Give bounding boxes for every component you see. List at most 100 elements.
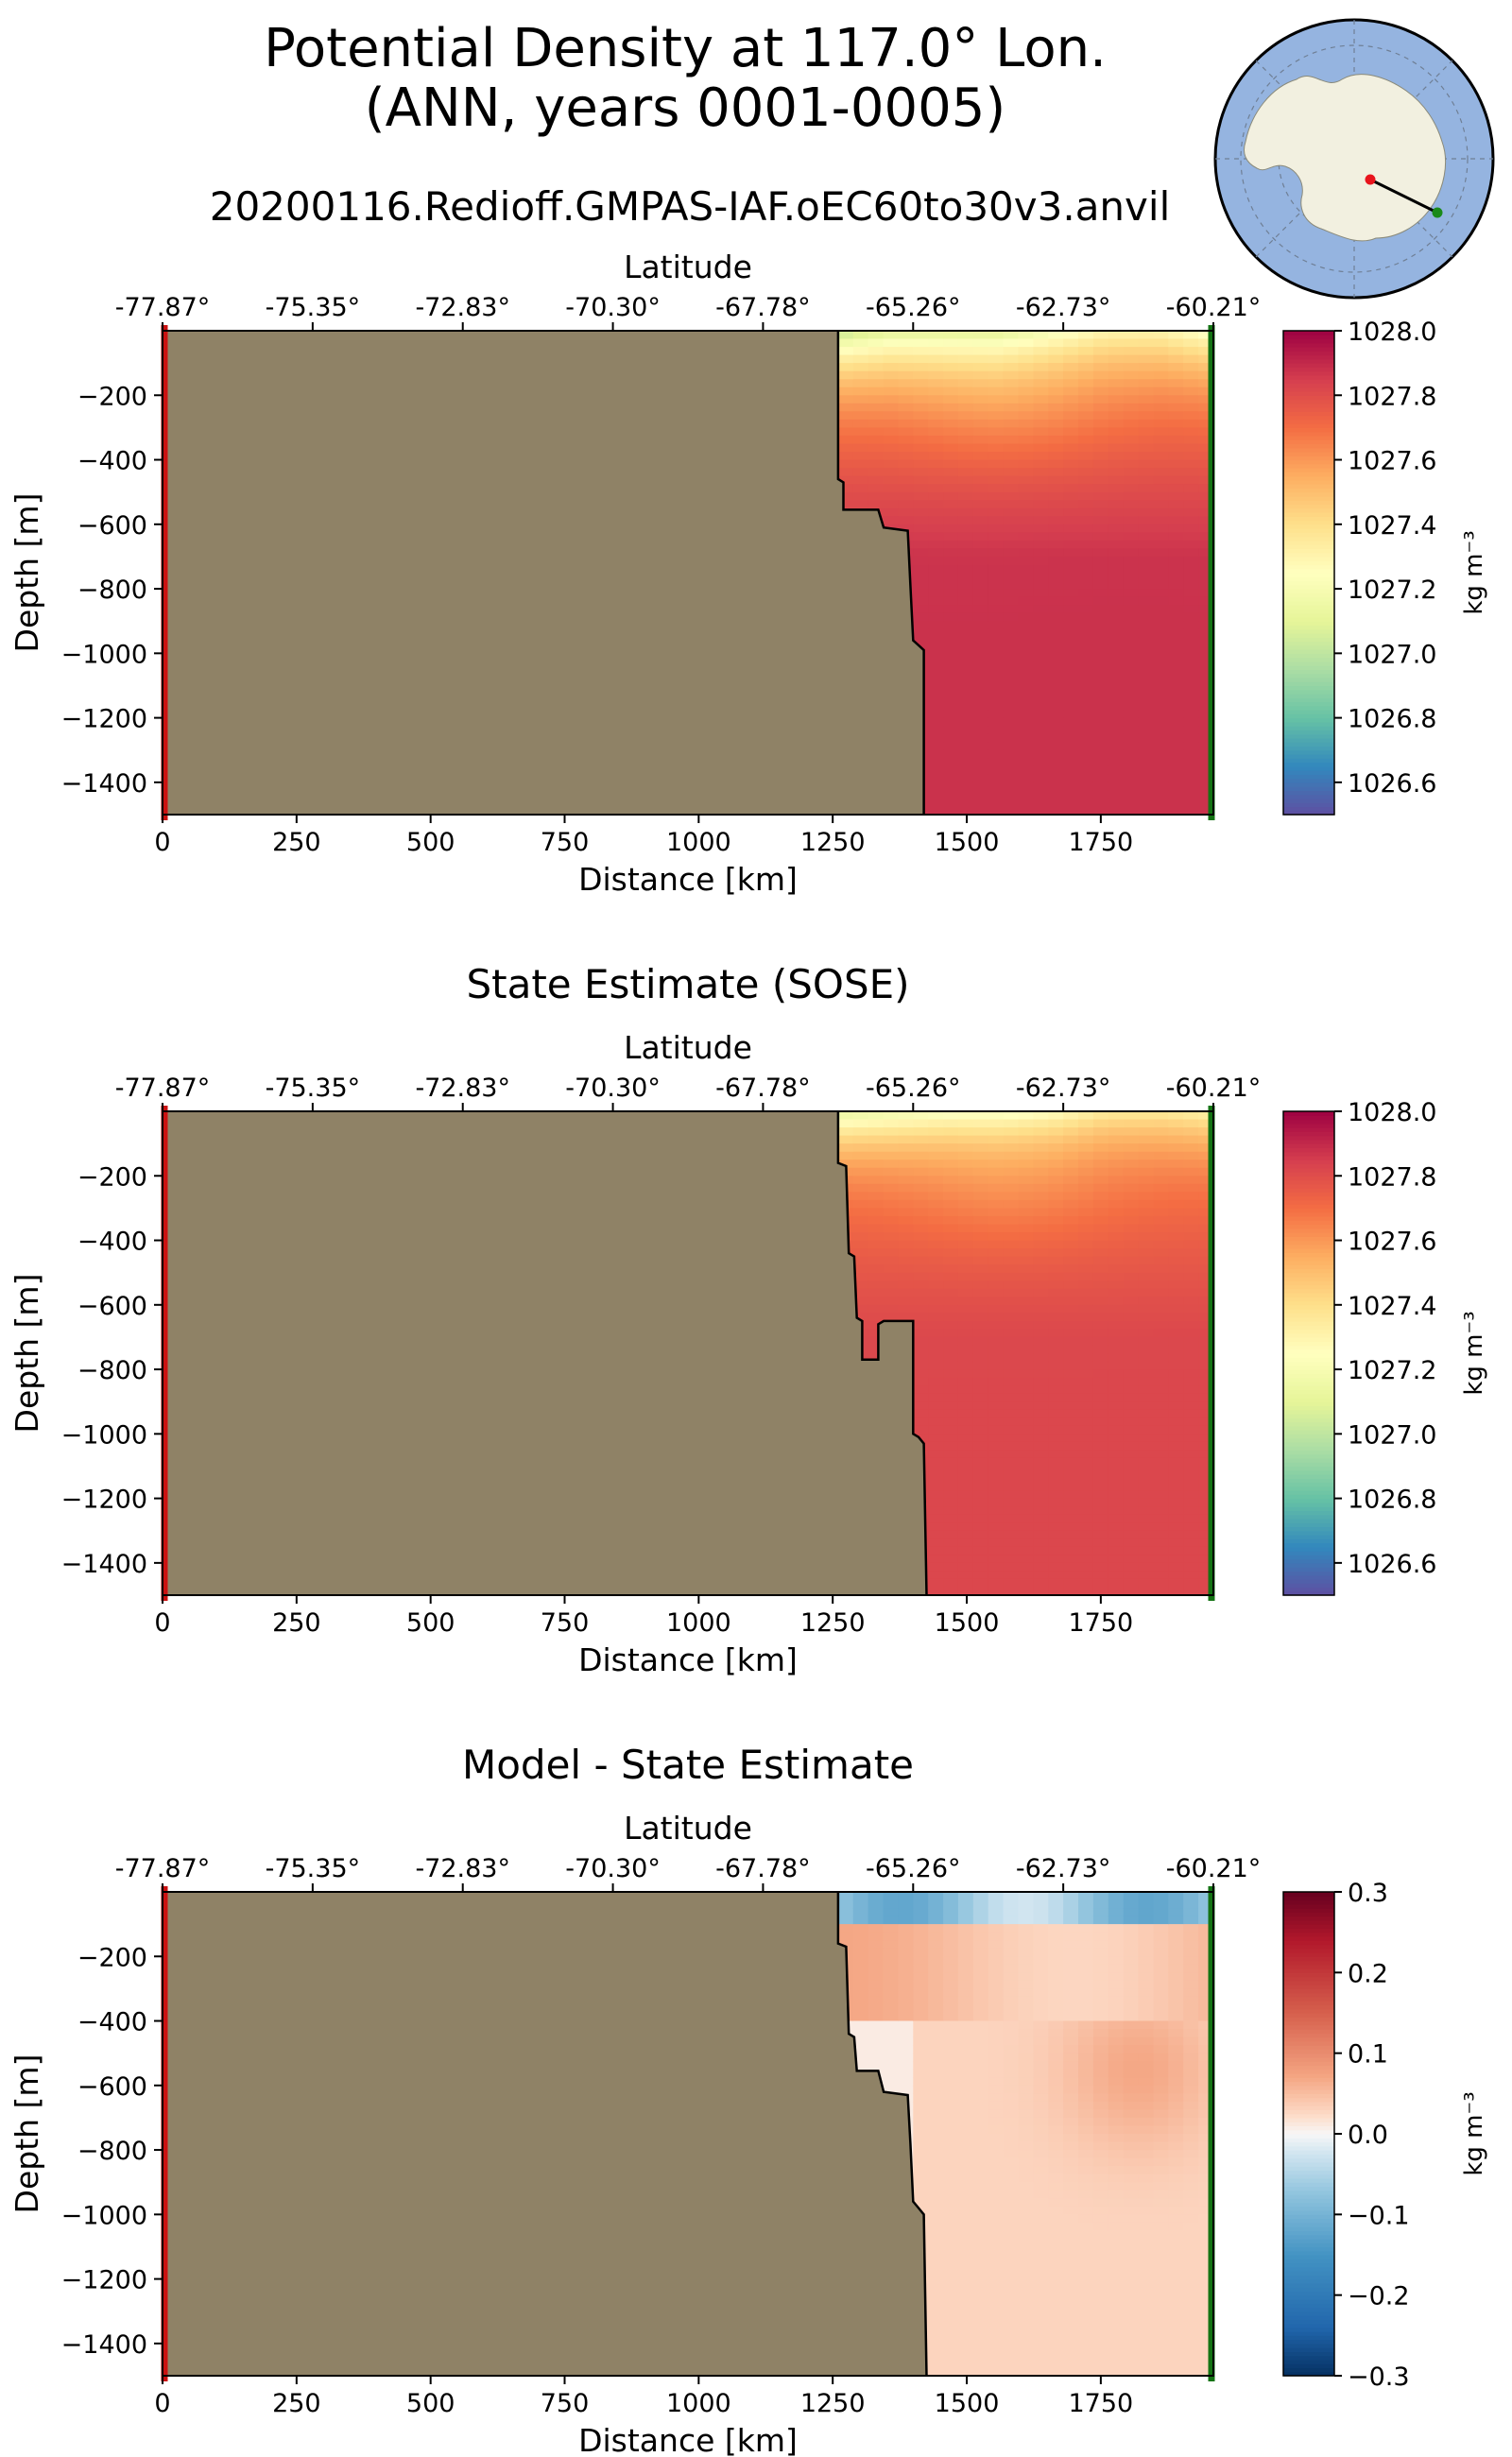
heatmap-cell bbox=[1108, 1948, 1125, 1957]
heatmap-cell bbox=[1063, 1988, 1079, 1998]
heatmap-cell bbox=[1153, 1899, 1169, 1909]
heatmap-cell bbox=[868, 443, 885, 453]
heatmap-cell bbox=[1108, 1232, 1125, 1242]
heatmap-cell bbox=[1123, 2255, 1140, 2264]
panel-sose: State Estimate (SOSE)0 250 500 750 1000 1250 1… bbox=[9, 961, 1488, 1678]
heatmap-cell bbox=[1063, 677, 1079, 686]
heatmap-cell bbox=[1003, 628, 1020, 638]
heatmap-cell bbox=[1138, 1224, 1155, 1233]
colorbar-segment bbox=[1283, 403, 1334, 408]
heatmap-cell bbox=[883, 1208, 899, 1217]
heatmap-cell bbox=[1048, 733, 1064, 743]
heatmap-cell bbox=[1063, 1336, 1079, 1346]
heatmap-cell bbox=[1048, 1240, 1064, 1249]
heatmap-cell bbox=[972, 798, 989, 807]
colorbar-segment bbox=[1283, 1361, 1334, 1366]
heatmap-cell bbox=[1168, 1546, 1184, 1555]
heatmap-cell bbox=[1138, 612, 1155, 622]
heatmap-cell bbox=[913, 1313, 929, 1322]
heatmap-cell bbox=[928, 1940, 944, 1950]
heatmap-cell bbox=[1183, 2045, 1199, 2054]
heatmap-cell bbox=[988, 1151, 1005, 1160]
heatmap-cell bbox=[1033, 2367, 1049, 2377]
heatmap-cell bbox=[1198, 1972, 1214, 1982]
heatmap-cell bbox=[1003, 1297, 1020, 1306]
heatmap-cell bbox=[868, 1336, 885, 1346]
heatmap-cell bbox=[898, 1111, 914, 1121]
heatmap-cell bbox=[1063, 2327, 1079, 2336]
locator-map bbox=[1213, 18, 1495, 300]
heatmap-cell bbox=[1018, 1948, 1034, 1957]
heatmap-cell bbox=[1018, 2141, 1034, 2151]
heatmap-cell bbox=[1183, 484, 1199, 493]
y-tick-label: −600 bbox=[77, 2072, 147, 2102]
colorbar-segment bbox=[1283, 770, 1334, 775]
heatmap-cell bbox=[957, 1972, 974, 1982]
heatmap-cell bbox=[852, 1248, 869, 1258]
heatmap-cell bbox=[1123, 782, 1140, 791]
heatmap-cell bbox=[1138, 2045, 1155, 2054]
heatmap-cell bbox=[1108, 2367, 1125, 2377]
heatmap-cell bbox=[957, 1441, 974, 1451]
heatmap-cell bbox=[1198, 790, 1214, 799]
heatmap-cell bbox=[1198, 612, 1214, 622]
heatmap-cell bbox=[1092, 2077, 1109, 2087]
colorbar-segment bbox=[1283, 798, 1334, 803]
heatmap-cell bbox=[1063, 2157, 1079, 2167]
heatmap-cell bbox=[943, 765, 959, 775]
heatmap-cell bbox=[1153, 1272, 1169, 1281]
heatmap-cell bbox=[1078, 1450, 1094, 1459]
heatmap-cell bbox=[1078, 1482, 1094, 1491]
heatmap-cell bbox=[1018, 1377, 1034, 1386]
heatmap-cell bbox=[1018, 1208, 1034, 1217]
heatmap-cell bbox=[1123, 1498, 1140, 1507]
heatmap-cell bbox=[1198, 1587, 1214, 1596]
heatmap-cell bbox=[943, 1571, 959, 1580]
heatmap-cell bbox=[972, 1248, 989, 1258]
heatmap-cell bbox=[1033, 1587, 1049, 1596]
heatmap-cell bbox=[1018, 742, 1034, 751]
heatmap-cell bbox=[928, 2117, 944, 2126]
heatmap-cell bbox=[1198, 2367, 1214, 2377]
heatmap-cell bbox=[1168, 2359, 1184, 2368]
heatmap-cell bbox=[1138, 573, 1155, 582]
heatmap-cell bbox=[957, 1119, 974, 1128]
heatmap-cell bbox=[913, 1151, 929, 1160]
heatmap-cell bbox=[1183, 1119, 1199, 1128]
heatmap-cell bbox=[972, 2351, 989, 2361]
heatmap-cell bbox=[928, 2359, 944, 2368]
heatmap-cell bbox=[1092, 2174, 1109, 2183]
heatmap-cell bbox=[1048, 628, 1064, 638]
heatmap-cell bbox=[1018, 1924, 1034, 1933]
heatmap-cell bbox=[1063, 548, 1079, 558]
heatmap-cell bbox=[1033, 2077, 1049, 2087]
heatmap-cell bbox=[913, 2166, 929, 2175]
colorbar-segment bbox=[1283, 685, 1334, 691]
heatmap-cell bbox=[972, 1345, 989, 1354]
heatmap-cell bbox=[928, 1892, 944, 1901]
heatmap-cell bbox=[988, 1135, 1005, 1144]
heatmap-cell bbox=[1198, 798, 1214, 807]
heatmap-cell bbox=[1168, 685, 1184, 695]
heatmap-cell bbox=[1183, 1964, 1199, 1973]
heatmap-cell bbox=[988, 524, 1005, 533]
colorbar-segment bbox=[1283, 2234, 1334, 2240]
colorbar-segment bbox=[1283, 609, 1334, 614]
colorbar-segment bbox=[1283, 1353, 1334, 1358]
heatmap-cell bbox=[988, 331, 1005, 340]
heatmap-cell bbox=[1108, 548, 1125, 558]
heatmap-cell bbox=[1048, 1996, 1064, 2005]
heatmap-cell bbox=[1033, 435, 1049, 444]
heatmap-cell bbox=[1048, 2134, 1064, 2143]
heatmap-cell bbox=[1183, 379, 1199, 388]
heatmap-cell bbox=[972, 1393, 989, 1402]
heatmap-cell bbox=[1018, 790, 1034, 799]
heatmap-cell bbox=[1108, 564, 1125, 574]
heatmap-cell bbox=[1092, 1972, 1109, 1982]
heatmap-cell bbox=[1018, 2085, 1034, 2094]
heatmap-cell bbox=[928, 2262, 944, 2272]
heatmap-cell bbox=[1168, 1514, 1184, 1523]
colorbar-segment bbox=[1283, 528, 1334, 533]
heatmap-cell bbox=[928, 1320, 944, 1330]
heatmap-cell bbox=[1003, 1996, 1020, 2005]
